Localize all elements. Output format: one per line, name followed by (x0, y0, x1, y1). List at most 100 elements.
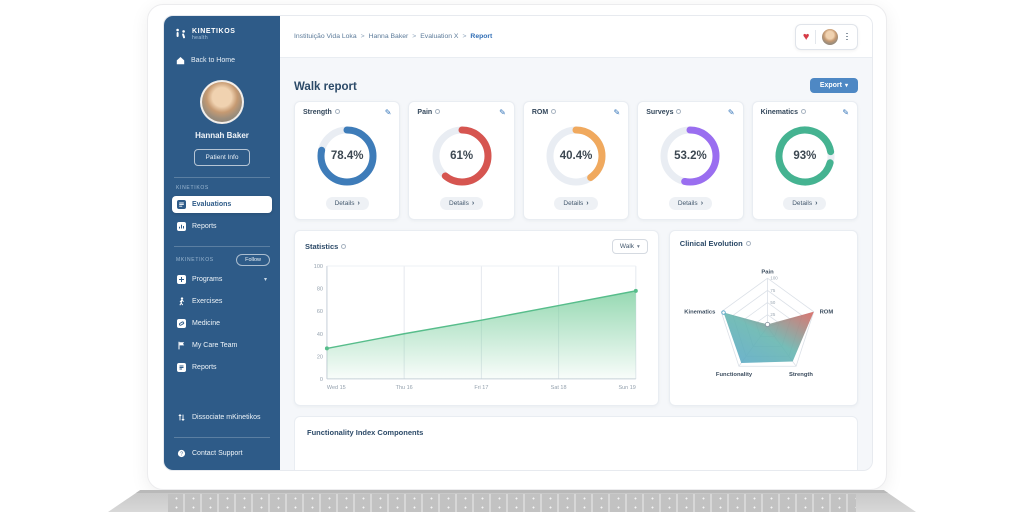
chevron-down-icon: ▾ (637, 244, 640, 250)
strength-gauge (315, 124, 379, 193)
sidebar-item-care-team[interactable]: My Care Team (172, 337, 272, 354)
info-icon[interactable] (800, 109, 806, 114)
info-icon[interactable] (341, 244, 347, 249)
kebab-menu-icon[interactable] (844, 32, 850, 42)
info-icon[interactable] (435, 109, 441, 114)
info-icon[interactable] (676, 109, 682, 114)
brand-tagline: health (192, 35, 209, 41)
reports-icon (177, 222, 186, 231)
sidebar-item-exercises[interactable]: Exercises (172, 293, 272, 310)
breadcrumb-institution[interactable]: Instituição Vida Loka (294, 33, 357, 40)
svg-text:50: 50 (770, 300, 775, 305)
main-area: Instituição Vida Loka > Hanna Baker > Ev… (280, 16, 872, 470)
dissociate-link[interactable]: Dissociate mKinetikos (172, 409, 272, 426)
svg-text:Kinematics: Kinematics (684, 310, 715, 316)
details-button[interactable]: Details › (325, 197, 369, 210)
statistics-line-chart: 0 20 40 60 80 100 Wed 15 Thu 16 Fri 17 Sat 18 Sun … (305, 258, 648, 397)
breadcrumb-patient[interactable]: Hanna Baker (368, 33, 409, 40)
reports-doc-icon (177, 363, 186, 372)
info-icon[interactable] (745, 241, 751, 246)
functionality-index-title: Functionality Index Components (307, 428, 424, 437)
svg-text:Sat 18: Sat 18 (551, 385, 567, 391)
chevron-down-icon: ▾ (844, 83, 848, 89)
reports-label: Reports (192, 223, 217, 230)
clinical-evolution-card: Clinical Evolution 25 50 75 100 Pain ROM Stren… (668, 230, 858, 406)
edit-pencil-icon[interactable]: ✎ (613, 108, 621, 117)
medicine-label: Medicine (192, 320, 221, 327)
statistics-card: Statistics Walk ▾ 0 20 40 60 80 100 Wed 15 Thu 1… (294, 230, 659, 406)
metric-title: Kinematics (760, 109, 798, 116)
patient-name: Hannah Baker (195, 131, 249, 140)
details-button[interactable]: Details › (783, 197, 827, 210)
details-button[interactable]: Details › (554, 197, 598, 210)
follow-button[interactable]: Follow (236, 254, 270, 266)
edit-pencil-icon[interactable]: ✎ (384, 108, 392, 117)
dissociate-label: Dissociate mKinetikos (192, 414, 261, 421)
laptop-screen: KINETIKOS health Back to Home Hannah Bak… (147, 4, 887, 490)
user-avatar[interactable] (822, 28, 839, 45)
laptop-hinge (108, 490, 916, 493)
app-window: KINETIKOS health Back to Home Hannah Bak… (163, 15, 873, 471)
edit-pencil-icon[interactable]: ✎ (499, 108, 506, 117)
pain-gauge (430, 124, 494, 193)
info-icon[interactable] (551, 109, 557, 114)
brand-logo: KINETIKOS health (164, 26, 280, 41)
patient-info-button[interactable]: Patient Info (193, 149, 251, 166)
breadcrumb-evaluation[interactable]: Evaluation X (420, 33, 459, 40)
surveys-gauge (658, 124, 722, 193)
heart-logo-icon: ♥ (802, 30, 810, 43)
evaluations-label: Evaluations (192, 201, 232, 208)
sidebar-divider (174, 246, 270, 247)
sidebar-item-medicine[interactable]: Medicine (172, 315, 272, 332)
widget-divider (815, 29, 817, 44)
page-title: Walk report (294, 81, 357, 93)
svg-text:20: 20 (317, 354, 323, 360)
report-content: Walk report Export ▾ Strength ✎ 78.4% Deta… (280, 58, 872, 470)
functionality-index-card: Functionality Index Components (294, 416, 858, 470)
evaluations-icon (177, 200, 186, 209)
back-to-home-link[interactable]: Back to Home (164, 56, 280, 65)
svg-text:?: ? (180, 451, 183, 457)
svg-text:Strength: Strength (789, 372, 813, 378)
breadcrumb-report: Report (470, 33, 493, 40)
contact-support-link[interactable]: ? Contact Support (172, 445, 272, 462)
sidebar-item-reports[interactable]: Reports (172, 218, 272, 235)
sidebar-item-reports-2[interactable]: Reports (172, 359, 272, 376)
export-button[interactable]: Export ▾ (809, 78, 858, 93)
sidebar-item-evaluations[interactable]: Evaluations (172, 196, 272, 213)
topbar: Instituição Vida Loka > Hanna Baker > Ev… (280, 16, 872, 58)
info-icon[interactable] (334, 109, 340, 114)
metric-card-strength: Strength ✎ 78.4% Details › (294, 101, 401, 220)
clinical-evolution-radar-chart: 25 50 75 100 Pain ROM Strength Functionality Kin… (680, 250, 847, 392)
section-mkinetikos-label: MKINETIKOS (176, 257, 214, 263)
brand-name: KINETIKOS (192, 28, 236, 35)
metric-cards-row: Strength ✎ 78.4% Details › Pain ✎ 61% Detai… (294, 101, 859, 220)
rom-gauge (544, 124, 608, 193)
svg-text:100: 100 (314, 264, 323, 270)
metric-title: ROM (531, 109, 549, 116)
breadcrumb-separator: > (412, 33, 417, 40)
svg-text:ROM: ROM (819, 310, 833, 316)
details-button[interactable]: Details › (668, 197, 713, 210)
care-team-label: My Care Team (192, 342, 238, 349)
contact-support-label: Contact Support (192, 450, 243, 457)
metric-card-pain: Pain ✎ 61% Details › (408, 101, 515, 220)
metric-value: 78.4% (330, 150, 364, 162)
patient-avatar (200, 80, 244, 124)
walk-filter-dropdown[interactable]: Walk ▾ (611, 239, 648, 254)
breadcrumb-separator: > (360, 33, 365, 40)
breadcrumb-separator: > (462, 33, 467, 40)
edit-pencil-icon[interactable]: ✎ (727, 108, 735, 117)
programs-icon (177, 275, 186, 284)
metric-value: 93% (793, 150, 817, 162)
edit-pencil-icon[interactable]: ✎ (842, 108, 850, 117)
svg-text:75: 75 (770, 288, 775, 293)
svg-text:Wed 15: Wed 15 (327, 385, 346, 391)
statistics-title: Statistics (305, 242, 339, 251)
svg-text:Functionality: Functionality (716, 372, 753, 378)
sidebar-item-programs[interactable]: Programs ▾ (172, 271, 272, 288)
metric-title: Strength (303, 109, 332, 116)
section-kinetikos-label: KINETIKOS (176, 185, 209, 191)
details-button[interactable]: Details › (440, 197, 484, 210)
